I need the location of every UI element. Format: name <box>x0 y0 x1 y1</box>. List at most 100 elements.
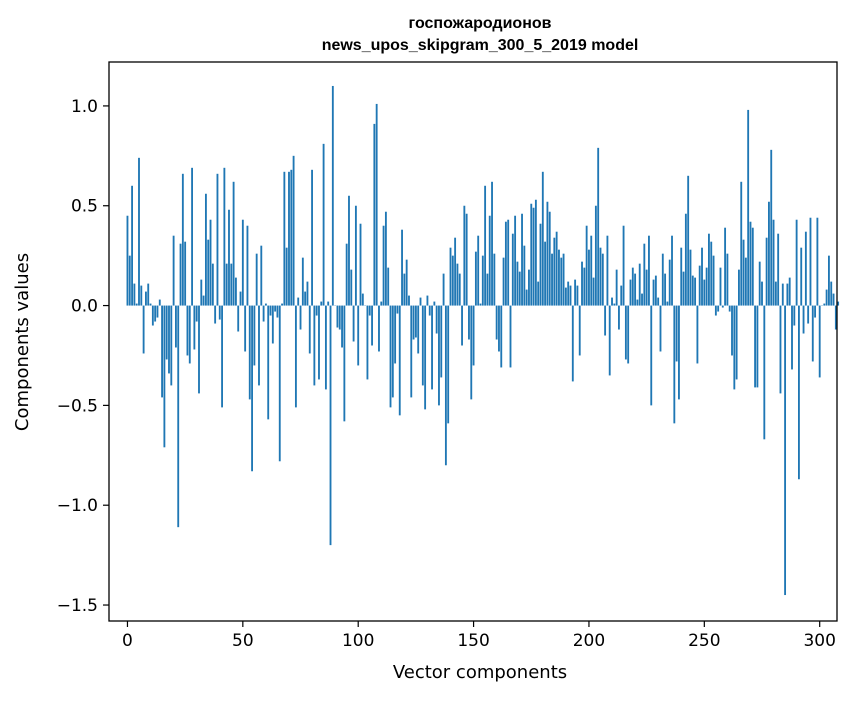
bar <box>420 298 422 306</box>
bar <box>452 256 454 306</box>
bar <box>459 274 461 306</box>
bar <box>390 306 392 408</box>
bar <box>553 238 555 306</box>
bar <box>461 306 463 346</box>
bar <box>454 238 456 306</box>
bar <box>129 256 131 306</box>
chart-subtitle: news_upos_skipgram_300_5_2019 model <box>322 37 639 54</box>
bar <box>517 262 519 306</box>
chart-title: госпожародионов <box>409 15 552 32</box>
bar <box>505 222 507 306</box>
bar <box>258 306 260 386</box>
bar <box>600 248 602 306</box>
bar <box>487 274 489 306</box>
bar <box>653 280 655 306</box>
bar <box>233 182 235 306</box>
bar <box>376 104 378 306</box>
bar <box>706 268 708 306</box>
bar <box>367 306 369 380</box>
bar <box>567 282 569 306</box>
bar <box>763 306 765 440</box>
bar <box>147 284 149 306</box>
bar <box>639 264 641 306</box>
bar <box>133 284 135 306</box>
bar <box>346 244 348 306</box>
bar <box>780 306 782 394</box>
bar <box>521 214 523 306</box>
bar <box>193 306 195 350</box>
bar <box>690 250 692 306</box>
bar <box>618 306 620 330</box>
bar <box>777 234 779 306</box>
bar <box>244 306 246 352</box>
bar <box>436 306 438 334</box>
bar <box>332 86 334 306</box>
bar <box>579 306 581 356</box>
bar <box>154 306 156 322</box>
x-tick-label: 0 <box>122 631 133 651</box>
bar <box>235 278 237 306</box>
bar <box>791 306 793 370</box>
bar <box>143 306 145 354</box>
bar <box>551 254 553 306</box>
bar <box>560 258 562 306</box>
bar <box>655 276 657 306</box>
bar <box>556 232 558 306</box>
bar <box>530 204 532 306</box>
bar <box>205 194 207 306</box>
bar <box>676 306 678 362</box>
bar <box>371 306 373 346</box>
bar <box>666 302 668 306</box>
bar <box>320 302 322 306</box>
bar <box>616 270 618 306</box>
bar <box>424 306 426 410</box>
bar <box>542 172 544 306</box>
bar <box>500 306 502 368</box>
bar <box>343 306 345 422</box>
bar <box>646 270 648 306</box>
bar <box>528 270 530 306</box>
bar <box>526 290 528 306</box>
bar <box>240 292 242 306</box>
x-tick-label: 250 <box>688 631 720 651</box>
bar <box>397 306 399 314</box>
bar <box>140 286 142 306</box>
bar <box>341 306 343 348</box>
bar <box>620 286 622 306</box>
bar <box>761 282 763 306</box>
bar <box>634 274 636 306</box>
bar <box>173 236 175 306</box>
bar <box>337 306 339 328</box>
bar <box>136 304 138 306</box>
bar <box>297 298 299 306</box>
bar <box>519 272 521 306</box>
bar <box>784 306 786 595</box>
bar <box>720 268 722 306</box>
x-tick-label: 300 <box>803 631 835 651</box>
bar <box>650 306 652 406</box>
bar <box>803 306 805 334</box>
bar <box>752 228 754 306</box>
bar <box>226 264 228 306</box>
bar <box>703 280 705 306</box>
bar <box>410 306 412 398</box>
bar <box>237 306 239 332</box>
bar <box>544 242 546 306</box>
bar <box>325 306 327 390</box>
bar <box>288 172 290 306</box>
bar <box>583 268 585 306</box>
bar <box>223 168 225 306</box>
bar <box>660 306 662 352</box>
bar <box>533 208 535 306</box>
bar <box>493 254 495 306</box>
y-tick-label: 0.0 <box>71 297 98 317</box>
bar <box>217 174 219 306</box>
bar <box>805 232 807 306</box>
bar <box>228 210 230 306</box>
bar <box>170 306 172 386</box>
bar <box>756 306 758 388</box>
bar <box>491 182 493 306</box>
y-tick-label: 1.0 <box>71 97 98 117</box>
bar <box>632 268 634 306</box>
